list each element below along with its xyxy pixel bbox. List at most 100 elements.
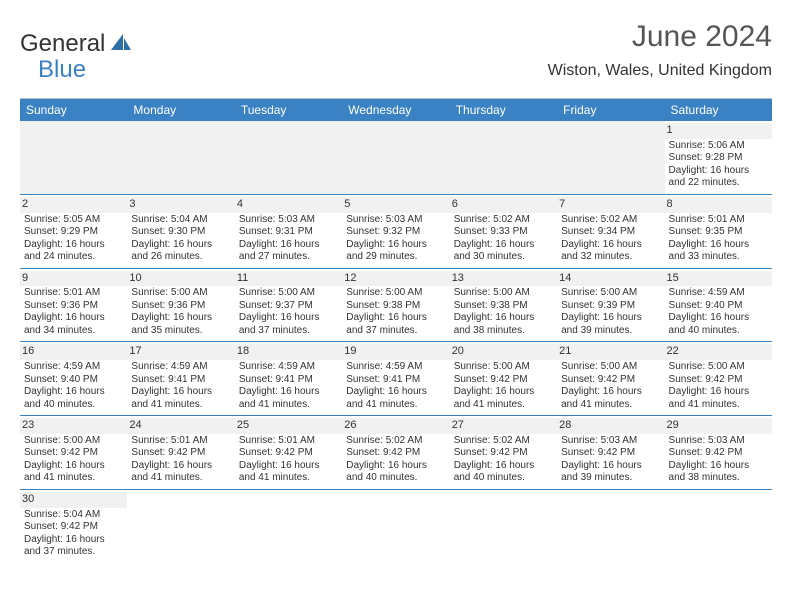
- calendar-cell-empty: [557, 489, 664, 562]
- day-number: 13: [450, 271, 557, 287]
- location-text: Wiston, Wales, United Kingdom: [548, 62, 772, 80]
- day-number: 12: [342, 271, 449, 287]
- calendar-cell: 12Sunrise: 5:00 AMSunset: 9:38 PMDayligh…: [342, 268, 449, 342]
- day-number: 30: [20, 492, 127, 508]
- day-header: Monday: [127, 99, 234, 121]
- day-number: 29: [665, 418, 772, 434]
- day-number: 27: [450, 418, 557, 434]
- calendar-cell: 11Sunrise: 5:00 AMSunset: 9:37 PMDayligh…: [235, 268, 342, 342]
- day-info: Sunrise: 5:02 AMSunset: 9:34 PMDaylight:…: [561, 214, 660, 264]
- calendar-cell: 30Sunrise: 5:04 AMSunset: 9:42 PMDayligh…: [20, 489, 127, 562]
- calendar-cell: 8Sunrise: 5:01 AMSunset: 9:35 PMDaylight…: [665, 194, 772, 268]
- day-info: Sunrise: 5:01 AMSunset: 9:42 PMDaylight:…: [239, 435, 338, 485]
- calendar-cell-empty: [235, 489, 342, 562]
- day-number: 6: [450, 197, 557, 213]
- day-number: 1: [665, 123, 772, 139]
- day-number: 24: [127, 418, 234, 434]
- logo-text-blue: Blue: [38, 56, 86, 84]
- calendar-cell-empty: [665, 489, 772, 562]
- day-info: Sunrise: 5:03 AMSunset: 9:32 PMDaylight:…: [346, 214, 445, 264]
- logo-sail-icon: [109, 32, 133, 57]
- day-number: 20: [450, 344, 557, 360]
- calendar-cell: 1Sunrise: 5:06 AMSunset: 9:28 PMDaylight…: [665, 121, 772, 194]
- day-header: Saturday: [665, 99, 772, 121]
- day-number: 26: [342, 418, 449, 434]
- day-info: Sunrise: 5:04 AMSunset: 9:30 PMDaylight:…: [131, 214, 230, 264]
- logo: General: [20, 20, 133, 58]
- day-number: 16: [20, 344, 127, 360]
- day-info: Sunrise: 5:03 AMSunset: 9:42 PMDaylight:…: [669, 435, 768, 485]
- calendar-body: 1Sunrise: 5:06 AMSunset: 9:28 PMDaylight…: [20, 121, 772, 563]
- day-info: Sunrise: 5:00 AMSunset: 9:42 PMDaylight:…: [454, 361, 553, 411]
- day-number: 22: [665, 344, 772, 360]
- calendar-row: 23Sunrise: 5:00 AMSunset: 9:42 PMDayligh…: [20, 416, 772, 490]
- day-header-row: SundayMondayTuesdayWednesdayThursdayFrid…: [20, 99, 772, 121]
- calendar-cell: 19Sunrise: 4:59 AMSunset: 9:41 PMDayligh…: [342, 342, 449, 416]
- day-number: 17: [127, 344, 234, 360]
- day-number: 7: [557, 197, 664, 213]
- header: General June 2024 Wiston, Wales, United …: [20, 20, 772, 86]
- calendar-cell-empty: [557, 121, 664, 194]
- day-header: Thursday: [450, 99, 557, 121]
- calendar-row: 9Sunrise: 5:01 AMSunset: 9:36 PMDaylight…: [20, 268, 772, 342]
- calendar-cell: 21Sunrise: 5:00 AMSunset: 9:42 PMDayligh…: [557, 342, 664, 416]
- calendar-cell: 15Sunrise: 4:59 AMSunset: 9:40 PMDayligh…: [665, 268, 772, 342]
- day-number: 19: [342, 344, 449, 360]
- day-header: Wednesday: [342, 99, 449, 121]
- day-info: Sunrise: 5:03 AMSunset: 9:31 PMDaylight:…: [239, 214, 338, 264]
- calendar-cell: 2Sunrise: 5:05 AMSunset: 9:29 PMDaylight…: [20, 194, 127, 268]
- calendar-cell: 20Sunrise: 5:00 AMSunset: 9:42 PMDayligh…: [450, 342, 557, 416]
- day-number: 23: [20, 418, 127, 434]
- day-info: Sunrise: 4:59 AMSunset: 9:40 PMDaylight:…: [24, 361, 123, 411]
- day-number: 5: [342, 197, 449, 213]
- day-info: Sunrise: 4:59 AMSunset: 9:41 PMDaylight:…: [346, 361, 445, 411]
- calendar-cell: 18Sunrise: 4:59 AMSunset: 9:41 PMDayligh…: [235, 342, 342, 416]
- calendar-row: 16Sunrise: 4:59 AMSunset: 9:40 PMDayligh…: [20, 342, 772, 416]
- calendar-cell: 14Sunrise: 5:00 AMSunset: 9:39 PMDayligh…: [557, 268, 664, 342]
- day-info: Sunrise: 5:02 AMSunset: 9:42 PMDaylight:…: [346, 435, 445, 485]
- calendar-cell-empty: [450, 121, 557, 194]
- day-number: 28: [557, 418, 664, 434]
- day-info: Sunrise: 4:59 AMSunset: 9:41 PMDaylight:…: [239, 361, 338, 411]
- day-number: 21: [557, 344, 664, 360]
- day-number: 8: [665, 197, 772, 213]
- day-number: 25: [235, 418, 342, 434]
- day-info: Sunrise: 5:00 AMSunset: 9:38 PMDaylight:…: [454, 287, 553, 337]
- day-number: 18: [235, 344, 342, 360]
- calendar-cell-empty: [20, 121, 127, 194]
- calendar-cell: 27Sunrise: 5:02 AMSunset: 9:42 PMDayligh…: [450, 416, 557, 490]
- day-info: Sunrise: 5:01 AMSunset: 9:36 PMDaylight:…: [24, 287, 123, 337]
- calendar-cell: 17Sunrise: 4:59 AMSunset: 9:41 PMDayligh…: [127, 342, 234, 416]
- calendar-cell: 25Sunrise: 5:01 AMSunset: 9:42 PMDayligh…: [235, 416, 342, 490]
- month-title: June 2024: [548, 20, 772, 54]
- calendar-cell: 26Sunrise: 5:02 AMSunset: 9:42 PMDayligh…: [342, 416, 449, 490]
- calendar-cell: 5Sunrise: 5:03 AMSunset: 9:32 PMDaylight…: [342, 194, 449, 268]
- day-info: Sunrise: 5:00 AMSunset: 9:42 PMDaylight:…: [24, 435, 123, 485]
- calendar-row: 2Sunrise: 5:05 AMSunset: 9:29 PMDaylight…: [20, 194, 772, 268]
- calendar-cell: 16Sunrise: 4:59 AMSunset: 9:40 PMDayligh…: [20, 342, 127, 416]
- day-info: Sunrise: 5:00 AMSunset: 9:42 PMDaylight:…: [669, 361, 768, 411]
- calendar-cell-empty: [342, 121, 449, 194]
- day-header: Sunday: [20, 99, 127, 121]
- day-number: 9: [20, 271, 127, 287]
- calendar-cell: 4Sunrise: 5:03 AMSunset: 9:31 PMDaylight…: [235, 194, 342, 268]
- day-info: Sunrise: 5:00 AMSunset: 9:37 PMDaylight:…: [239, 287, 338, 337]
- calendar-cell: 22Sunrise: 5:00 AMSunset: 9:42 PMDayligh…: [665, 342, 772, 416]
- day-info: Sunrise: 5:00 AMSunset: 9:42 PMDaylight:…: [561, 361, 660, 411]
- day-info: Sunrise: 5:02 AMSunset: 9:42 PMDaylight:…: [454, 435, 553, 485]
- calendar-cell: 23Sunrise: 5:00 AMSunset: 9:42 PMDayligh…: [20, 416, 127, 490]
- calendar-cell: 24Sunrise: 5:01 AMSunset: 9:42 PMDayligh…: [127, 416, 234, 490]
- day-number: 2: [20, 197, 127, 213]
- day-info: Sunrise: 5:00 AMSunset: 9:38 PMDaylight:…: [346, 287, 445, 337]
- calendar-cell: 29Sunrise: 5:03 AMSunset: 9:42 PMDayligh…: [665, 416, 772, 490]
- calendar-table: SundayMondayTuesdayWednesdayThursdayFrid…: [20, 99, 772, 563]
- logo-text-general: General: [20, 30, 105, 58]
- day-number: 15: [665, 271, 772, 287]
- day-info: Sunrise: 5:01 AMSunset: 9:42 PMDaylight:…: [131, 435, 230, 485]
- calendar-cell: 7Sunrise: 5:02 AMSunset: 9:34 PMDaylight…: [557, 194, 664, 268]
- day-info: Sunrise: 5:03 AMSunset: 9:42 PMDaylight:…: [561, 435, 660, 485]
- day-header: Tuesday: [235, 99, 342, 121]
- day-info: Sunrise: 5:05 AMSunset: 9:29 PMDaylight:…: [24, 214, 123, 264]
- day-number: 14: [557, 271, 664, 287]
- calendar-cell: 6Sunrise: 5:02 AMSunset: 9:33 PMDaylight…: [450, 194, 557, 268]
